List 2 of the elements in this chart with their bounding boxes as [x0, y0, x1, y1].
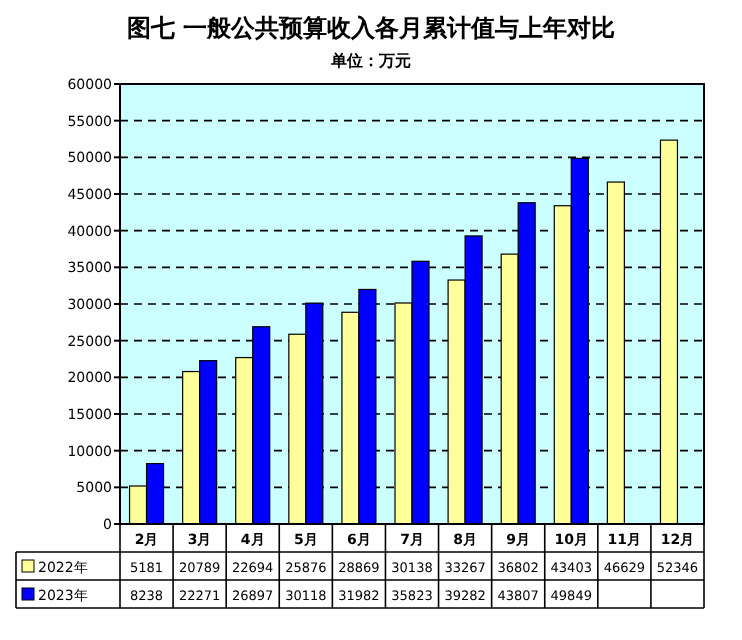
- chart-title: 图七 一般公共预算收入各月累计值与上年对比: [126, 14, 616, 42]
- chart-subtitle: 单位：万元: [329, 52, 411, 70]
